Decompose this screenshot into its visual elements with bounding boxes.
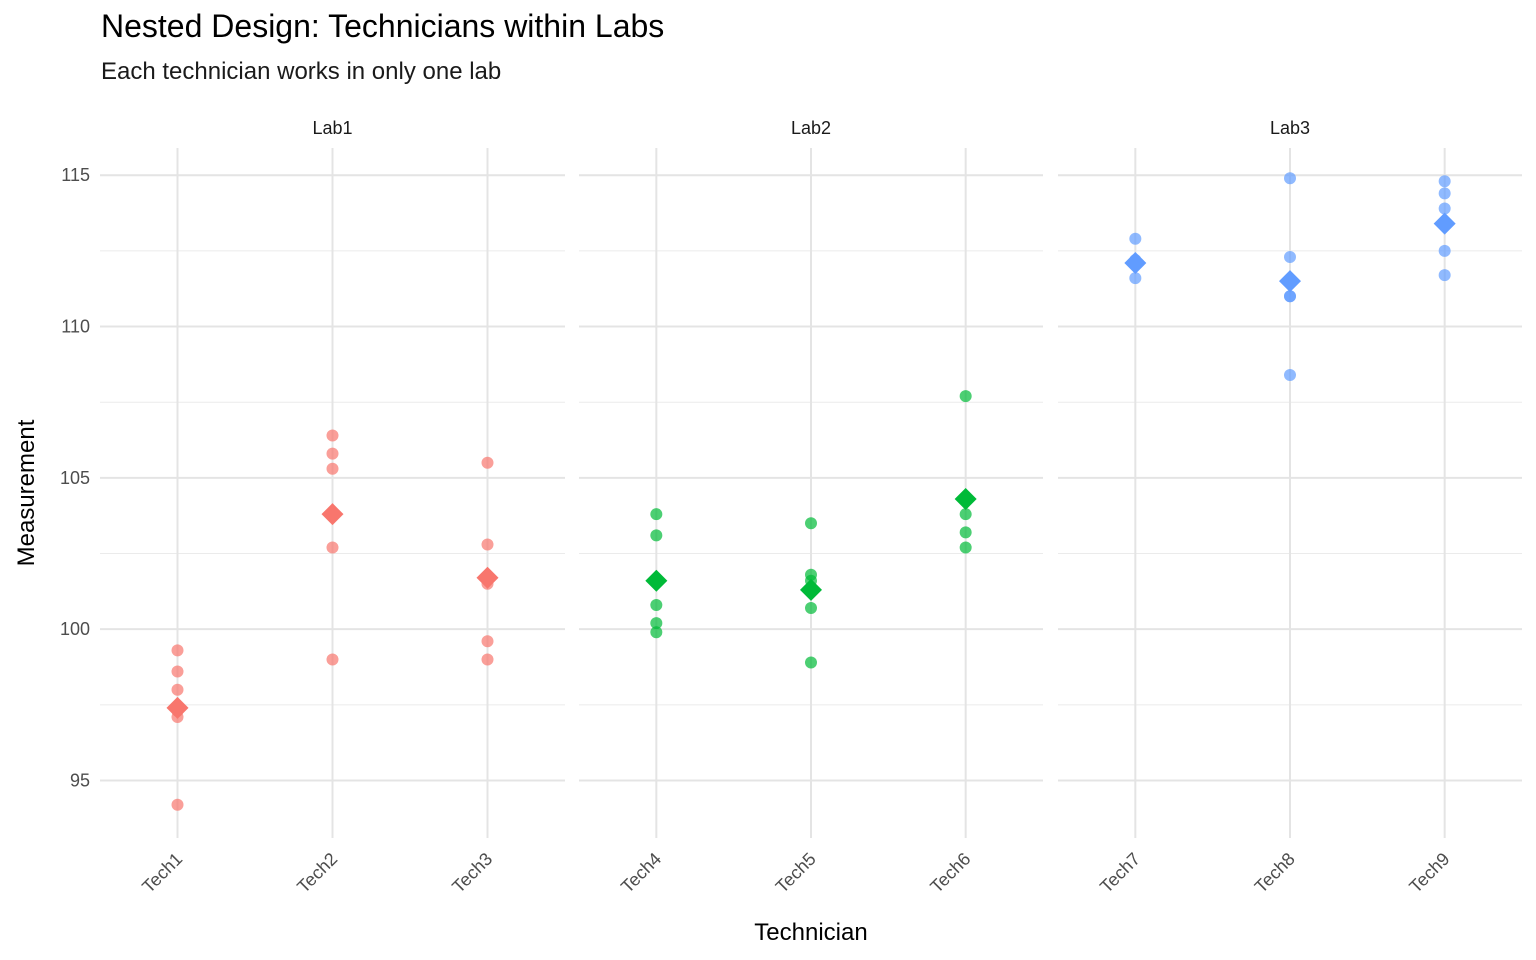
mean-marker <box>476 566 499 589</box>
x-axis-title: Technician <box>754 919 867 946</box>
y-tick-label: 105 <box>60 468 90 488</box>
chart-subtitle: Each technician works in only one lab <box>101 58 502 85</box>
data-point <box>171 665 184 678</box>
y-tick-label: 115 <box>61 165 90 185</box>
data-point <box>171 798 184 811</box>
x-tick-label: Tech2 <box>293 849 341 897</box>
data-point <box>650 617 663 630</box>
data-point <box>650 529 663 542</box>
facet-strip-label: Lab3 <box>1270 118 1310 138</box>
data-point <box>1284 368 1296 381</box>
data-point <box>805 517 817 530</box>
data-point <box>1129 232 1142 245</box>
chart-title: Nested Design: Technicians within Labs <box>101 8 665 44</box>
data-point <box>1284 290 1296 303</box>
data-point <box>1438 202 1451 215</box>
x-tick-label: Tech1 <box>138 849 186 897</box>
data-point <box>650 598 663 611</box>
data-point <box>1129 272 1142 285</box>
data-point <box>805 656 817 669</box>
data-point <box>959 390 972 403</box>
data-point <box>1438 244 1451 257</box>
data-point <box>481 456 494 469</box>
mean-marker <box>645 569 668 592</box>
data-point <box>171 644 184 657</box>
data-point <box>326 447 339 460</box>
mean-marker <box>1124 252 1147 274</box>
data-point <box>959 508 972 521</box>
data-point <box>1438 269 1451 282</box>
mean-marker <box>1433 212 1456 235</box>
x-tick-label: Tech3 <box>448 849 496 897</box>
mean-marker <box>321 503 344 526</box>
data-point <box>1438 187 1451 200</box>
mean-marker <box>166 696 189 719</box>
y-tick-label: 100 <box>60 619 90 639</box>
data-point <box>326 429 339 442</box>
data-point <box>326 541 339 554</box>
data-point <box>1284 250 1296 263</box>
y-axis-title: Measurement <box>13 419 40 566</box>
data-point <box>1438 175 1451 188</box>
data-point <box>481 635 494 648</box>
facet-panels: 95 100 105 110 115 Lab1 Tech1 Tech2 Tech3 Lab2 Tec… <box>60 118 1522 897</box>
x-tick-label: Tech6 <box>926 849 974 897</box>
data-point <box>805 602 817 614</box>
data-point <box>326 653 339 666</box>
data-point <box>326 462 339 475</box>
y-tick-label: 110 <box>61 317 90 337</box>
data-point <box>959 541 972 554</box>
x-tick-label: Tech9 <box>1405 849 1453 897</box>
x-tick-label: Tech4 <box>617 849 665 897</box>
mean-marker <box>800 578 822 601</box>
facet-strip-label: Lab2 <box>791 118 831 138</box>
data-point <box>650 626 663 639</box>
data-point <box>481 538 494 551</box>
x-tick-label: Tech7 <box>1096 849 1144 897</box>
data-point <box>481 653 494 666</box>
facet-panel-lab1: Lab1 Tech1 Tech2 Tech3 <box>100 118 565 897</box>
data-point <box>171 683 184 696</box>
x-tick-label: Tech8 <box>1251 849 1299 897</box>
facet-panel-lab2: Lab2 Tech4 Tech5 Tech6 <box>579 118 1043 897</box>
facet-panel-lab3: Lab3 Tech7 Tech8 Tech9 <box>1058 118 1522 897</box>
data-point <box>1284 172 1296 185</box>
data-point <box>650 508 663 521</box>
x-tick-label: Tech5 <box>772 849 820 897</box>
data-point <box>959 526 972 539</box>
mean-marker <box>1279 270 1301 293</box>
y-tick-label: 95 <box>70 771 90 791</box>
facet-strip-label: Lab1 <box>312 118 352 138</box>
mean-marker <box>954 488 977 511</box>
